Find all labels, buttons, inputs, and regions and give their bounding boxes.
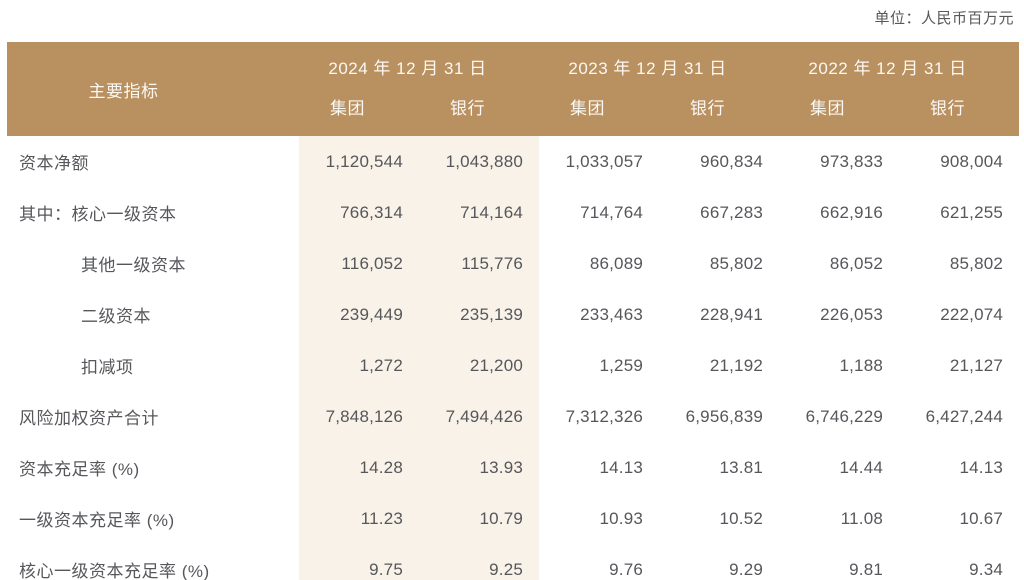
value-cell: 14.13 [599,457,644,477]
value-cell: 21,127 [949,355,1004,375]
value-cell: 9.29 [729,559,764,579]
value-cell: 10.93 [599,508,644,528]
table-row: 其中：核心一级资本 766,314 714,164 714,764 667,283 662… [7,187,1019,238]
value-cell: 116,052 [299,238,419,289]
value-cell: 1,272 [299,340,419,391]
value-cell: 85,802 [949,253,1004,273]
row-label: 资本净额 [19,154,89,173]
value-cell: 239,449 [299,289,419,340]
row-label: 一级资本充足率 (%) [19,511,175,530]
value-cell: 85,802 [709,253,764,273]
value-cell: 667,283 [700,202,764,222]
value-cell: 115,776 [419,238,540,289]
value-cell: 13.93 [419,442,540,493]
value-cell: 10.67 [959,508,1004,528]
value-cell: 86,089 [589,253,644,273]
period-header-2024: 2024 年 12 月 31 日 [299,42,540,90]
value-cell: 222,074 [940,304,1004,324]
table-row: 二级资本 239,449 235,139 233,463 228,941 226,053 2… [7,289,1019,340]
value-cell: 714,164 [419,187,540,238]
header-subcolumns-row: 集团 银行 集团 银行 集团 银行 [7,90,1020,136]
value-cell: 1,033,057 [565,151,644,171]
row-label: 其他一级资本 [81,256,186,275]
value-cell: 1,188 [839,355,884,375]
value-cell: 21,200 [419,340,540,391]
value-cell: 960,834 [700,151,764,171]
row-label: 其中：核心一级资本 [19,205,177,224]
subheader-2024-group: 集团 [299,90,419,136]
value-cell: 6,427,244 [925,406,1004,426]
value-cell: 6,956,839 [685,406,764,426]
value-cell: 10.52 [719,508,764,528]
value-cell: 86,052 [829,253,884,273]
value-cell: 14.13 [959,457,1004,477]
table-row: 一级资本充足率 (%) 11.23 10.79 10.93 10.52 11.08 10.6… [7,493,1019,544]
value-cell: 714,764 [580,202,644,222]
value-cell: 235,139 [419,289,540,340]
subheader-2024-bank: 银行 [419,90,540,136]
table-row: 其他一级资本 116,052 115,776 86,089 85,802 86,052 85… [7,238,1019,289]
value-cell: 13.81 [719,457,764,477]
value-cell: 1,120,544 [299,136,419,187]
table-row: 风险加权资产合计 7,848,126 7,494,426 7,312,326 6,956… [7,391,1019,442]
table-row: 扣减项 1,272 21,200 1,259 21,192 1,188 21,127 [7,340,1019,391]
value-cell: 662,916 [820,202,884,222]
value-cell: 7,494,426 [419,391,540,442]
period-header-2023: 2023 年 12 月 31 日 [539,42,780,90]
header-dates-row: 主要指标 2024 年 12 月 31 日 2023 年 12 月 31 日 2… [7,42,1020,136]
value-cell: 14.28 [299,442,419,493]
value-cell: 21,192 [709,355,764,375]
subheader-2022-bank: 银行 [899,90,1020,136]
table-body: 资本净额 1,120,544 1,043,880 1,033,057 960,834 97… [7,136,1019,580]
indicator-column-header: 主要指标 [7,42,299,136]
value-cell: 9.34 [969,559,1004,579]
value-cell: 7,848,126 [299,391,419,442]
subheader-2023-group: 集团 [539,90,660,136]
value-cell: 10.79 [419,493,540,544]
row-label: 核心一级资本充足率 (%) [19,562,210,580]
table-row: 资本充足率 (%) 14.28 13.93 14.13 13.81 14.44 14.13 [7,442,1019,493]
value-cell: 9.81 [849,559,884,579]
table-row: 核心一级资本充足率 (%) 9.75 9.25 9.76 9.29 9.81 9.34 [7,544,1019,580]
value-cell: 226,053 [820,304,884,324]
value-cell: 6,746,229 [805,406,884,426]
row-label: 扣减项 [81,358,134,377]
value-cell: 7,312,326 [565,406,644,426]
row-label: 资本充足率 (%) [19,460,140,479]
subheader-2023-bank: 银行 [659,90,780,136]
value-cell: 11.23 [299,493,419,544]
table-header: 主要指标 2024 年 12 月 31 日 2023 年 12 月 31 日 2… [7,42,1020,136]
value-cell: 233,463 [580,304,644,324]
table-row: 资本净额 1,120,544 1,043,880 1,033,057 960,834 97… [7,136,1019,187]
row-label: 二级资本 [81,307,151,326]
subheader-2022-group: 集团 [779,90,900,136]
value-cell: 228,941 [700,304,764,324]
capital-adequacy-table: 主要指标 2024 年 12 月 31 日 2023 年 12 月 31 日 2… [7,42,1020,580]
period-header-2022: 2022 年 12 月 31 日 [779,42,1020,90]
value-cell: 1,259 [599,355,644,375]
value-cell: 1,043,880 [419,136,540,187]
value-cell: 908,004 [940,151,1004,171]
value-cell: 9.25 [419,544,540,580]
value-cell: 766,314 [299,187,419,238]
unit-note: 单位：人民币百万元 [874,10,1014,27]
value-cell: 9.75 [299,544,419,580]
row-label: 风险加权资产合计 [19,409,159,428]
value-cell: 973,833 [820,151,884,171]
value-cell: 621,255 [940,202,1004,222]
value-cell: 9.76 [609,559,644,579]
value-cell: 14.44 [839,457,884,477]
value-cell: 11.08 [840,508,884,528]
